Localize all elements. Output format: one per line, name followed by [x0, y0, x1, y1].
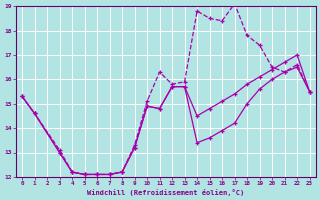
X-axis label: Windchill (Refroidissement éolien,°C): Windchill (Refroidissement éolien,°C)	[87, 189, 244, 196]
